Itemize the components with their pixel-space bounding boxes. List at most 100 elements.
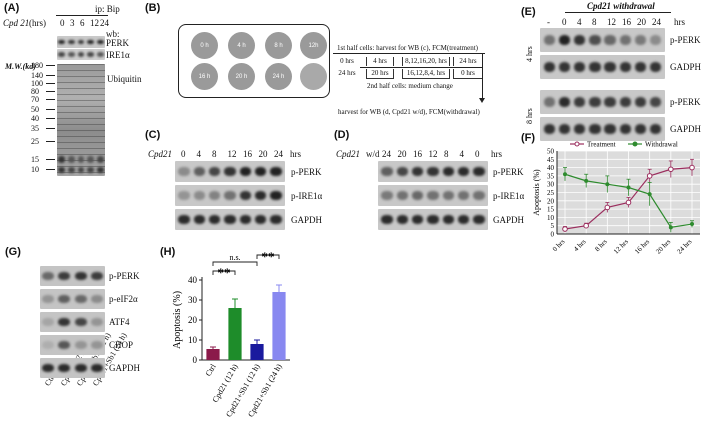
panel-b-row1-1: 4 hrs bbox=[366, 57, 394, 66]
panel-e-blot-1-band-5 bbox=[619, 62, 631, 72]
panel-c-blot-1 bbox=[175, 185, 285, 206]
panel-g-blot-2-band-2 bbox=[74, 318, 87, 326]
panel-e-blot-1-band-7 bbox=[649, 62, 662, 72]
panel-f-xtick-5: 20 hrs bbox=[654, 238, 672, 256]
panel-g-blot-4-bands bbox=[41, 364, 104, 372]
panel-d-blot-2-band-0 bbox=[381, 215, 393, 224]
panel-h-annotation-2: ** bbox=[262, 249, 275, 264]
panel-a-mw-3: 80 bbox=[31, 87, 39, 96]
panel-e-blot-0-band-5 bbox=[619, 35, 631, 45]
panel-h-ytick-0: 0 bbox=[193, 355, 198, 365]
panel-b-row2-text-2: 16,12,8,4, hrs bbox=[406, 69, 446, 77]
panel-h-ytick-1: 10 bbox=[188, 335, 198, 345]
panel-e-blot-0-band-1 bbox=[558, 35, 571, 45]
panel-f-series-1-point-3 bbox=[626, 185, 631, 190]
panel-b-dish-0: 0 h bbox=[191, 32, 218, 59]
panel-a-mw-4: 70 bbox=[31, 95, 39, 104]
panel-g-row-4: GAPDH bbox=[109, 363, 141, 373]
panel-b-harvest: harvest for WB (d, Cpd21 w/d), FCM(withd… bbox=[338, 108, 480, 116]
panel-e-time-6: 20 bbox=[637, 17, 646, 27]
panel-b-row2-0: 24 hrs bbox=[335, 69, 359, 78]
panel-b-second-half: 2nd half cells: medium change bbox=[367, 82, 453, 90]
panel-g-blot-2-band-3 bbox=[91, 318, 104, 326]
panel-c-row-0: p-PERK bbox=[291, 167, 322, 177]
panel-c-blot-1-band-1 bbox=[193, 191, 205, 200]
panel-d-blot-0-band-5 bbox=[457, 167, 470, 176]
panel-e-blot-3-band-5 bbox=[619, 124, 631, 134]
panel-d-time-4: 8 bbox=[444, 149, 449, 159]
panel-h-bar-3 bbox=[272, 292, 286, 360]
panel-g-row-0: p-PERK bbox=[109, 271, 140, 281]
panel-e-blot-3-band-1 bbox=[558, 124, 571, 134]
panel-g-blot-1-band-0 bbox=[41, 295, 54, 303]
panel-b-dish-label-5: 20 h bbox=[235, 73, 248, 80]
panel-g-row-3: CHOP bbox=[109, 340, 134, 350]
panel-e-blot-3-band-7 bbox=[649, 124, 662, 134]
panel-b-first-half: 1st half cells: harvest for WB (c), FCM(… bbox=[337, 44, 478, 52]
panel-f-xtick-6: 24 hrs bbox=[676, 238, 694, 256]
panel-c-blot-0-band-3 bbox=[224, 167, 236, 176]
panel-e-blot-2-band-5 bbox=[619, 97, 631, 107]
panel-c-blot-0-band-6 bbox=[270, 167, 282, 176]
panel-c-blot-1-band-0 bbox=[178, 191, 190, 200]
panel-c-blot-2-band-0 bbox=[178, 215, 190, 224]
panel-b-row1-2: 8,12,16,20, hrs bbox=[402, 57, 450, 66]
panel-e-time-5: 16 bbox=[622, 17, 631, 27]
panel-d-blot-0-band-2 bbox=[411, 167, 424, 176]
panel-f-ytick-7: 35 bbox=[547, 172, 555, 180]
panel-e-blot-2-band-2 bbox=[574, 97, 586, 107]
panel-e-blot-2-band-7 bbox=[649, 97, 662, 107]
panel-b-dish-6: 24 h bbox=[265, 63, 292, 90]
panel-g-blot-0-band-2 bbox=[74, 272, 87, 280]
panel-a-mw-tick-9 bbox=[46, 159, 55, 160]
panel-b-row2-text-0: 24 hrs bbox=[338, 69, 356, 77]
panel-a-wb-label: wb: bbox=[106, 29, 120, 39]
panel-h-bracket-1 bbox=[212, 261, 258, 266]
panel-e-blot-3-band-3 bbox=[589, 124, 601, 134]
panel-g-blot-3-band-0 bbox=[41, 341, 54, 349]
panel-f-series-0-point-5 bbox=[668, 166, 674, 173]
panel-c-blot-1-bands bbox=[178, 191, 282, 200]
panel-a-mw-tick-4 bbox=[46, 99, 55, 100]
panel-a-top-line bbox=[56, 15, 108, 16]
panel-b-first-half-line bbox=[333, 53, 485, 54]
panel-g-blot-0-band-1 bbox=[58, 272, 71, 280]
panel-c-time-3: 12 bbox=[227, 149, 237, 159]
panel-e-label: (E) bbox=[521, 6, 536, 18]
panel-b-dish-4: 16 h bbox=[191, 63, 218, 90]
panel-f-legend-text-0: Treatment bbox=[587, 141, 616, 149]
panel-f-ytick-8: 40 bbox=[547, 164, 555, 172]
panel-e-blot-3-band-0 bbox=[543, 124, 556, 134]
panel-d-blot-1-band-1 bbox=[396, 191, 408, 200]
panel-f-series-1-point-0 bbox=[563, 172, 567, 177]
panel-a-mw-2: 100 bbox=[31, 79, 43, 88]
panel-f-series-1-point-5 bbox=[668, 225, 673, 230]
panel-h-bar-1 bbox=[228, 308, 242, 360]
panel-d-blot-2-band-4 bbox=[442, 215, 454, 224]
panel-f-ylabel: Apoptosis (%) bbox=[532, 169, 541, 216]
panel-b-row1-text-0: 0 hrs bbox=[340, 57, 354, 65]
panel-g-blot-3-band-3 bbox=[91, 341, 104, 349]
panel-e-time-1: 0 bbox=[562, 17, 567, 27]
panel-a-mw-tick-2 bbox=[46, 83, 55, 84]
panel-c-blot-2-bands bbox=[178, 215, 282, 224]
panel-d-blot-0-band-1 bbox=[396, 167, 408, 176]
panel-f-xtick-4: 16 hrs bbox=[633, 238, 651, 256]
panel-f-ytick-6: 30 bbox=[547, 181, 555, 189]
panel-c-blot-1-band-5 bbox=[254, 191, 267, 200]
panel-c-blot-2-band-2 bbox=[208, 215, 221, 224]
panel-g-label: (G) bbox=[5, 246, 21, 258]
panel-h-ytick-3: 30 bbox=[188, 295, 198, 305]
panel-d-blot-1-band-4 bbox=[442, 191, 454, 200]
panel-f-series-0-point-6 bbox=[689, 164, 695, 171]
panel-e-time-3: 8 bbox=[592, 17, 597, 27]
panel-d-row-1: p-IRE1α bbox=[493, 191, 525, 201]
panel-d-drug: Cpd21 bbox=[336, 149, 361, 159]
panel-b-dish-tray bbox=[178, 24, 330, 98]
panel-b-dish-label-3: 12h bbox=[308, 42, 319, 49]
panel-d-blot-1-band-3 bbox=[427, 191, 439, 200]
panel-g-blot-0-band-0 bbox=[41, 272, 54, 280]
panel-f-xtick-0: 0 hrs bbox=[551, 238, 567, 254]
panel-g-blot-2-bands bbox=[41, 318, 104, 326]
panel-c-blot-2-band-3 bbox=[224, 215, 236, 224]
